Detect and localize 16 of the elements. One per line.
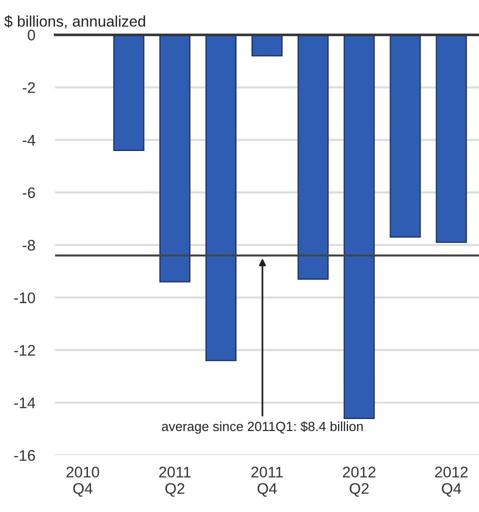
y-tick-label: -6 [22, 187, 35, 198]
y-tick-label: -12 [14, 344, 35, 356]
y-tick-label: -16 [14, 450, 35, 461]
x-tick-label: 2012 Q2 [342, 466, 376, 497]
y-tick-label: -10 [14, 292, 36, 304]
x-tick-label: 2011 Q2 [159, 466, 191, 497]
y-tick-label: 0 [28, 30, 36, 40]
y-axis-title: $ billions, annualized [4, 15, 146, 29]
y-tick-label: -4 [22, 134, 36, 146]
x-tick-label: 2011 Q4 [251, 466, 283, 497]
y-tick-label: -14 [14, 398, 36, 408]
y-tick-label: -8 [22, 240, 35, 251]
annotation: average since 2011Q1: $8.4 billion [162, 421, 363, 434]
y-tick-label: -2 [22, 82, 35, 93]
x-tick-label: 2010 Q4 [66, 466, 100, 497]
x-tick-label: 2012 Q4 [435, 466, 468, 497]
